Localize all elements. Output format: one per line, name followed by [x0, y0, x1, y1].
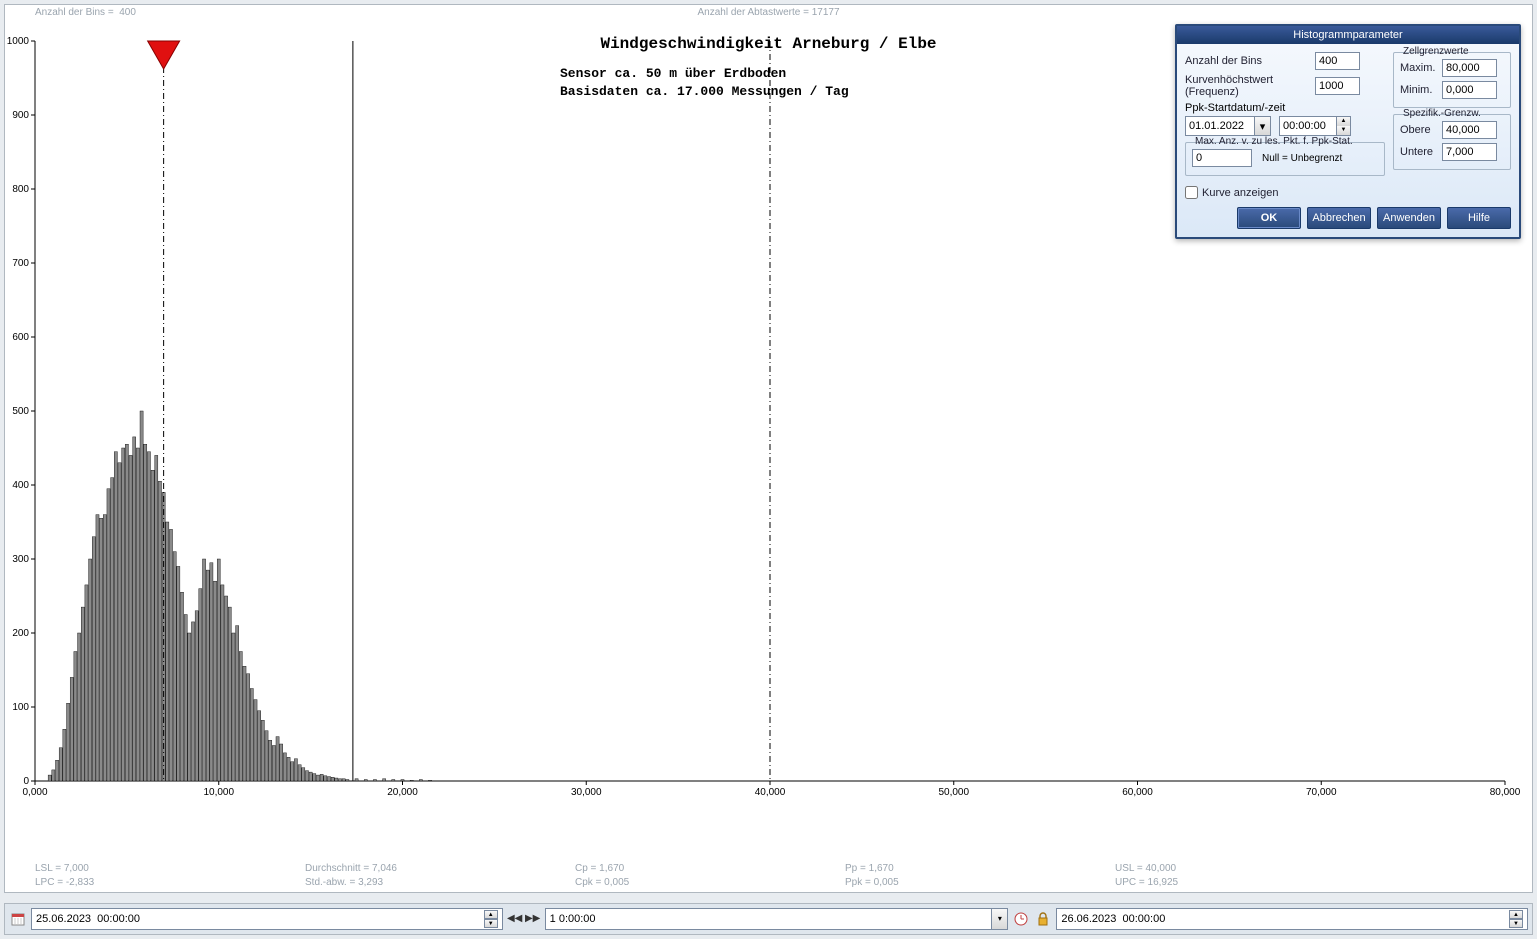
stat-upc: UPC = 16,925	[1115, 876, 1178, 890]
stat-ppk: Ppk = 0,005	[845, 876, 899, 890]
svg-text:400: 400	[12, 480, 29, 491]
svg-text:30,000: 30,000	[571, 787, 602, 798]
stats-row: LSL = 7,000LPC = -2,833 Durchschnitt = 7…	[35, 862, 1502, 890]
spin-up-icon[interactable]: ▲	[484, 910, 498, 919]
ppk-time-input[interactable]	[1280, 118, 1336, 134]
freq-input[interactable]	[1315, 77, 1360, 95]
show-curve-label: Kurve anzeigen	[1202, 187, 1278, 199]
spin-up-icon[interactable]: ▲	[1509, 910, 1523, 919]
svg-text:0: 0	[23, 776, 29, 787]
maxpts-legend: Max. Anz. v. zu les. Pkt. f. Ppk-Stat.	[1192, 136, 1356, 147]
range-combo[interactable]: ▾	[545, 908, 1009, 930]
chart-subtitle-2: Basisdaten ca. 17.000 Messungen / Tag	[560, 83, 849, 101]
stat-pp: Pp = 1,670	[845, 862, 899, 876]
svg-text:40,000: 40,000	[755, 787, 786, 798]
start-datetime-input[interactable]	[36, 913, 484, 925]
maxpts-input[interactable]	[1192, 149, 1252, 167]
chart-title: Windgeschwindigkeit Arneburg / Elbe	[600, 35, 936, 53]
stat-avg: Durchschnitt = 7,046	[305, 862, 397, 876]
svg-text:900: 900	[12, 110, 29, 121]
svg-text:100: 100	[12, 702, 29, 713]
bins-input[interactable]	[1315, 52, 1360, 70]
min-input[interactable]	[1442, 81, 1497, 99]
stat-lpc: LPC = -2,833	[35, 876, 94, 890]
start-datetime-field[interactable]: ▲▼	[31, 908, 503, 930]
chart-subtitle: Sensor ca. 50 m über Erdboden Basisdaten…	[560, 65, 849, 101]
svg-text:80,000: 80,000	[1490, 787, 1521, 798]
svg-text:200: 200	[12, 628, 29, 639]
cancel-button[interactable]: Abbrechen	[1307, 207, 1371, 229]
spin-down-icon[interactable]: ▼	[484, 919, 498, 928]
time-range-bar: ▲▼ ◀◀ ▶▶ ▾ ▲▼	[4, 903, 1533, 935]
max-input[interactable]	[1442, 59, 1497, 77]
upper-label: Obere	[1400, 124, 1442, 136]
ppk-date-input[interactable]	[1186, 118, 1254, 134]
range-input[interactable]	[546, 913, 992, 925]
clock-icon[interactable]	[1012, 910, 1030, 928]
stat-cpk: Cpk = 0,005	[575, 876, 629, 890]
svg-text:10,000: 10,000	[203, 787, 234, 798]
chevron-down-icon[interactable]: ▾	[1254, 117, 1270, 135]
svg-text:20,000: 20,000	[387, 787, 418, 798]
svg-text:0,000: 0,000	[22, 787, 47, 798]
end-datetime-input[interactable]	[1061, 913, 1509, 925]
max-label: Maxim.	[1400, 62, 1442, 74]
svg-text:700: 700	[12, 258, 29, 269]
ppk-time-combo[interactable]: ▲▼	[1279, 116, 1351, 136]
show-curve-checkbox[interactable]	[1185, 186, 1198, 199]
stat-cp: Cp = 1,670	[575, 862, 629, 876]
spin-down-icon[interactable]: ▼	[1509, 919, 1523, 928]
step-back-fast-icon[interactable]: ◀◀	[507, 910, 523, 928]
dialog-title: Histogrammparameter	[1177, 26, 1519, 44]
stat-usl: USL = 40,000	[1115, 862, 1178, 876]
spec-limits-legend: Spezifik.-Grenzw.	[1400, 108, 1484, 119]
chevron-down-icon[interactable]: ▾	[991, 909, 1007, 929]
svg-text:60,000: 60,000	[1122, 787, 1153, 798]
histogram-params-dialog[interactable]: Histogrammparameter Anzahl der Bins Kurv…	[1175, 24, 1521, 239]
ppk-date-combo[interactable]: ▾	[1185, 116, 1271, 136]
min-label: Minim.	[1400, 84, 1442, 96]
svg-text:50,000: 50,000	[938, 787, 969, 798]
freq-input-label: Kurvenhöchstwert (Frequenz)	[1185, 74, 1315, 98]
stat-lsl: LSL = 7,000	[35, 862, 94, 876]
step-forward-fast-icon[interactable]: ▶▶	[525, 910, 541, 928]
maxpts-hint: Null = Unbegrenzt	[1262, 153, 1342, 164]
ok-button[interactable]: OK	[1237, 207, 1301, 229]
chart-subtitle-1: Sensor ca. 50 m über Erdboden	[560, 65, 849, 83]
cell-limits-legend: Zellgrenzwerte	[1400, 46, 1472, 57]
svg-text:70,000: 70,000	[1306, 787, 1337, 798]
svg-text:1000: 1000	[7, 36, 30, 47]
calendar-icon[interactable]	[9, 910, 27, 928]
svg-text:800: 800	[12, 184, 29, 195]
ppk-date-label: Ppk-Startdatum/-zeit	[1185, 102, 1385, 114]
svg-text:300: 300	[12, 554, 29, 565]
stat-std: Std.-abw. = 3,293	[305, 876, 397, 890]
lower-label: Untere	[1400, 146, 1442, 158]
svg-text:500: 500	[12, 406, 29, 417]
lock-icon[interactable]	[1034, 910, 1052, 928]
apply-button[interactable]: Anwenden	[1377, 207, 1441, 229]
bins-input-label: Anzahl der Bins	[1185, 55, 1315, 67]
svg-text:600: 600	[12, 332, 29, 343]
upper-input[interactable]	[1442, 121, 1497, 139]
lower-input[interactable]	[1442, 143, 1497, 161]
spin-down-icon[interactable]: ▼	[1336, 126, 1350, 135]
help-button[interactable]: Hilfe	[1447, 207, 1511, 229]
spin-up-icon[interactable]: ▲	[1336, 117, 1350, 126]
end-datetime-field[interactable]: ▲▼	[1056, 908, 1528, 930]
